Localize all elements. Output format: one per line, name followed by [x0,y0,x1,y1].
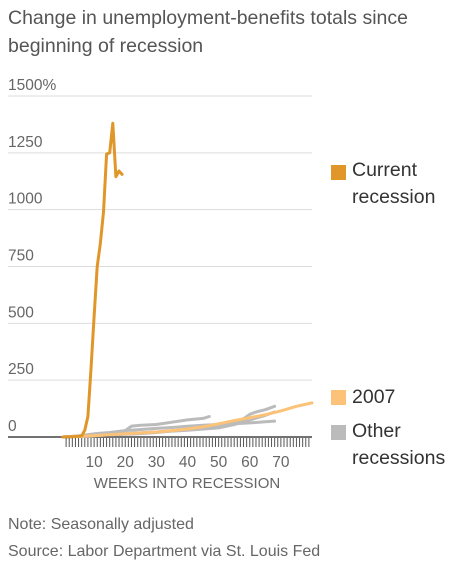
legend-current-recession: Current recession [331,157,467,211]
y-tick-label: 1000 [8,191,43,208]
legend-other-recessions: Other recessions [331,418,467,472]
chart-source: Source: Labor Department via St. Louis F… [8,543,321,560]
x-tick-label: 70 [272,454,290,471]
y-tick-label: 0 [8,418,17,435]
series-lines [61,121,314,439]
tick-labels: 0 250 500 750 1000 1250 1500% 10 20 30 40 50 60 70 [8,77,290,471]
legend-label-2007: 2007 [352,386,396,408]
grid-lines [8,95,312,438]
chart-note: Note: Seasonally adjusted [8,516,194,533]
legend-label-current: Current recession [352,159,436,208]
x-tick-label: 50 [210,454,228,471]
y-tick-label: 750 [8,248,34,265]
series-line [61,419,277,439]
series-line [61,121,124,439]
chart-title: Change in unemployment-benefits totals s… [8,7,408,57]
legend-swatch-2007 [331,390,346,405]
y-tick-label: 500 [8,304,34,321]
x-tick-label: 30 [148,454,166,471]
x-tick-label: 20 [117,454,135,471]
legend-swatch-current [331,165,346,180]
legend-2007: 2007 [331,384,467,411]
y-tick-label: 250 [8,361,34,378]
legend-label-other: Other recessions [352,420,446,469]
series-line [61,401,314,439]
x-axis [65,438,310,447]
x-tick-label: 60 [241,454,259,471]
x-axis-label: WEEKS INTO RECESSION [94,475,280,492]
x-tick-label: 40 [179,454,197,471]
y-tick-label: 1500% [8,77,56,94]
legend-swatch-other [331,425,346,440]
x-tick-label: 10 [86,454,104,471]
y-tick-label: 1250 [8,134,43,151]
